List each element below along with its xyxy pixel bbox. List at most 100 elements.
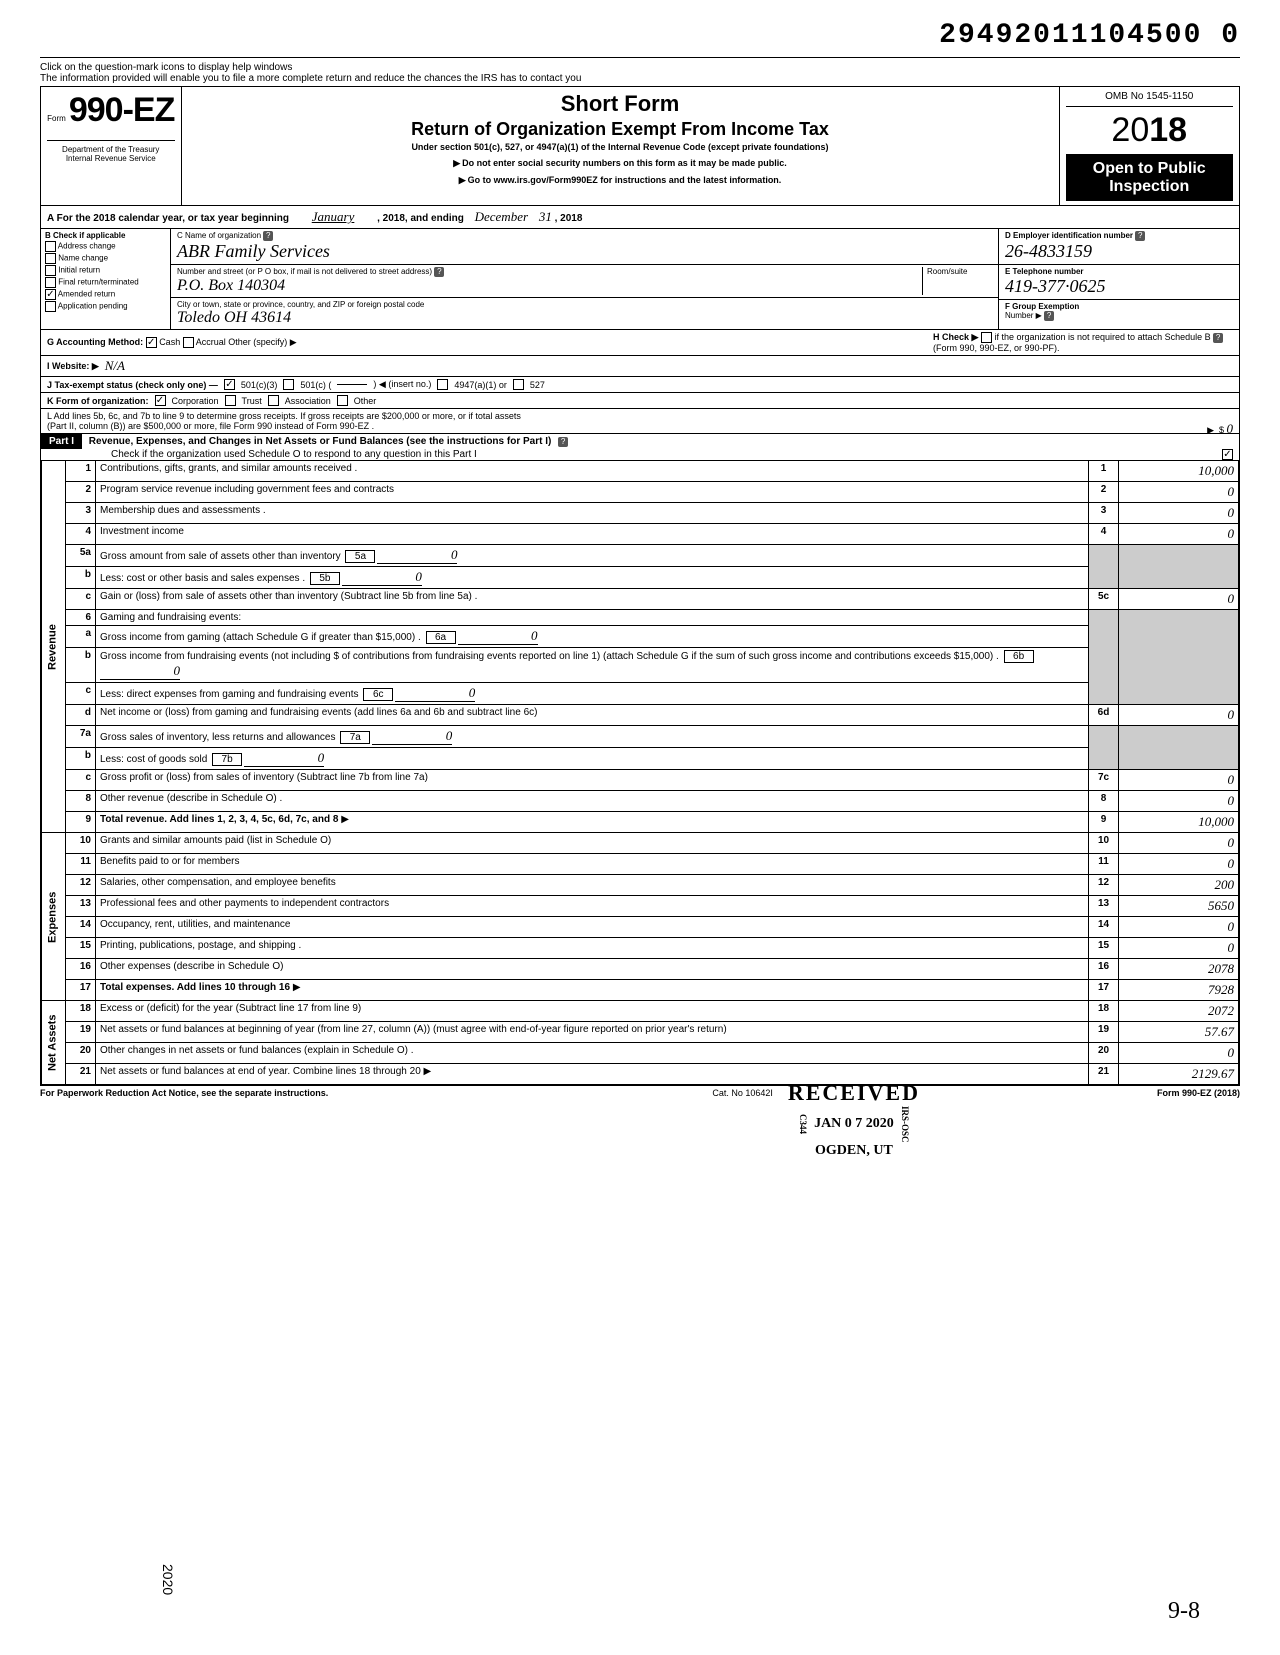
help-icon[interactable]: ?: [1044, 311, 1054, 321]
k-o2: Trust: [242, 396, 262, 406]
help-icon[interactable]: ?: [263, 231, 273, 241]
desc-16: Other expenses (describe in Schedule O): [96, 959, 1089, 980]
help-icon[interactable]: ?: [1135, 231, 1145, 241]
chk-application-pending[interactable]: [45, 301, 56, 312]
chk-527[interactable]: [513, 379, 524, 390]
amt-2[interactable]: 0: [1119, 482, 1239, 503]
amt-10[interactable]: 0: [1119, 833, 1239, 854]
dept-line-1: Department of the Treasury: [47, 145, 175, 154]
help-icon[interactable]: ?: [434, 267, 444, 277]
amt-3[interactable]: 0: [1119, 503, 1239, 524]
section-b-block: B Check if applicable Address change Nam…: [41, 228, 1239, 329]
amt-12[interactable]: 200: [1119, 875, 1239, 896]
chk-final-return[interactable]: [45, 277, 56, 288]
line-a-begin[interactable]: January: [292, 209, 375, 224]
amt-20[interactable]: 0: [1119, 1043, 1239, 1064]
stamp-date: JAN 0 7 2020: [814, 1116, 894, 1132]
part-1-header-row: Part I Revenue, Expenses, and Changes in…: [41, 433, 1239, 460]
desc-5b: Less: cost or other basis and sales expe…: [96, 567, 1089, 589]
desc-20: Other changes in net assets or fund bala…: [96, 1043, 1089, 1064]
amt-21[interactable]: 2129.67: [1119, 1064, 1239, 1085]
chk-accrual[interactable]: [183, 337, 194, 348]
header-table: Form 990-EZ Department of the Treasury I…: [41, 87, 1239, 205]
help-icon[interactable]: ?: [1213, 333, 1223, 343]
j-o3: 4947(a)(1) or: [454, 380, 507, 390]
amt-6c-inner[interactable]: 0: [395, 685, 475, 702]
desc-6: Gaming and fundraising events:: [96, 610, 1089, 626]
amt-6b-inner[interactable]: 0: [100, 663, 180, 680]
main-title: Return of Organization Exempt From Incom…: [190, 119, 1051, 140]
chk-amended-return[interactable]: [45, 289, 56, 300]
amt-16[interactable]: 2078: [1119, 959, 1239, 980]
chk-4947[interactable]: [437, 379, 448, 390]
phone-value[interactable]: 419-377·0625: [1005, 276, 1106, 296]
chk-501c3[interactable]: [224, 379, 235, 390]
chk-schedule-o[interactable]: [1222, 449, 1233, 460]
chk-name-change[interactable]: [45, 253, 56, 264]
chk-trust[interactable]: [225, 395, 236, 406]
stamp-where: OGDEN, UT: [788, 1143, 920, 1159]
amt-7c[interactable]: 0: [1119, 770, 1239, 791]
h-text: if the organization is not required to a…: [994, 332, 1210, 342]
amt-4[interactable]: 0: [1119, 524, 1239, 545]
chk-initial-return[interactable]: [45, 265, 56, 276]
col-c-name: C Name of organization ? ABR Family Serv…: [171, 229, 999, 329]
amt-5a-inner[interactable]: 0: [377, 547, 457, 564]
amt-7a-inner[interactable]: 0: [372, 728, 452, 745]
line-a-end-day[interactable]: 31: [539, 209, 552, 224]
amt-6a-inner[interactable]: 0: [458, 628, 538, 645]
stamp-code: C344: [798, 1114, 808, 1134]
amt-5b-inner[interactable]: 0: [342, 569, 422, 586]
ein-value[interactable]: 26-4833159: [1005, 241, 1092, 261]
j-o4: 527: [530, 380, 545, 390]
chk-cash[interactable]: [146, 337, 157, 348]
k-o1: Corporation: [172, 396, 219, 406]
chk-501c[interactable]: [283, 379, 294, 390]
omb-number: OMB No 1545-1150: [1066, 91, 1234, 107]
short-form-title: Short Form: [190, 91, 1051, 117]
org-name[interactable]: ABR Family Services: [177, 241, 330, 261]
col-b-checkboxes: B Check if applicable Address change Nam…: [41, 229, 171, 329]
amt-19[interactable]: 57.67: [1119, 1022, 1239, 1043]
line-a-mid: , 2018, and ending: [377, 213, 464, 224]
l-amount[interactable]: 0: [1227, 421, 1234, 436]
form-outer: Form 990-EZ Department of the Treasury I…: [40, 86, 1240, 1086]
line-a-pre: A For the 2018 calendar year, or tax yea…: [47, 213, 289, 224]
amt-11[interactable]: 0: [1119, 854, 1239, 875]
side-revenue: Revenue: [42, 461, 66, 833]
amt-1[interactable]: 10,000: [1119, 461, 1239, 482]
chk-assoc[interactable]: [268, 395, 279, 406]
g-accrual: Accrual: [196, 337, 226, 347]
chk-corp[interactable]: [155, 395, 166, 406]
amt-9[interactable]: 10,000: [1119, 812, 1239, 833]
amt-5c[interactable]: 0: [1119, 589, 1239, 610]
chk-address-change[interactable]: [45, 241, 56, 252]
footer-right: Form 990-EZ (2018): [1157, 1088, 1240, 1098]
amt-18[interactable]: 2072: [1119, 1001, 1239, 1022]
h-sub: (Form 990, 990-EZ, or 990-PF).: [933, 343, 1060, 353]
help-icon[interactable]: ?: [558, 437, 568, 447]
amt-13[interactable]: 5650: [1119, 896, 1239, 917]
chk-h[interactable]: [981, 332, 992, 343]
line-a-end-month[interactable]: December: [467, 209, 536, 224]
amt-8[interactable]: 0: [1119, 791, 1239, 812]
amt-14[interactable]: 0: [1119, 917, 1239, 938]
k-o4: Other: [354, 396, 377, 406]
amt-15[interactable]: 0: [1119, 938, 1239, 959]
org-city[interactable]: Toledo OH 43614: [177, 309, 291, 326]
org-address[interactable]: P.O. Box 140304: [177, 277, 285, 294]
title-cell: Short Form Return of Organization Exempt…: [181, 87, 1059, 205]
amt-17[interactable]: 7928: [1119, 980, 1239, 1001]
amt-7b-inner[interactable]: 0: [244, 750, 324, 767]
chk-other-org[interactable]: [337, 395, 348, 406]
desc-8: Other revenue (describe in Schedule O) .: [96, 791, 1089, 812]
b-item-2: Initial return: [58, 266, 100, 275]
vertical-2020: 2020: [160, 1564, 176, 1595]
open-line-2: Inspection: [1070, 178, 1230, 196]
amt-6d[interactable]: 0: [1119, 705, 1239, 726]
desc-12: Salaries, other compensation, and employ…: [96, 875, 1089, 896]
website-value[interactable]: N/A: [105, 358, 125, 374]
arrow-line-1: Do not enter social security numbers on …: [462, 158, 787, 168]
stamp-side: IRS-OSC: [900, 1106, 910, 1143]
b-item-5: Application pending: [58, 302, 128, 311]
